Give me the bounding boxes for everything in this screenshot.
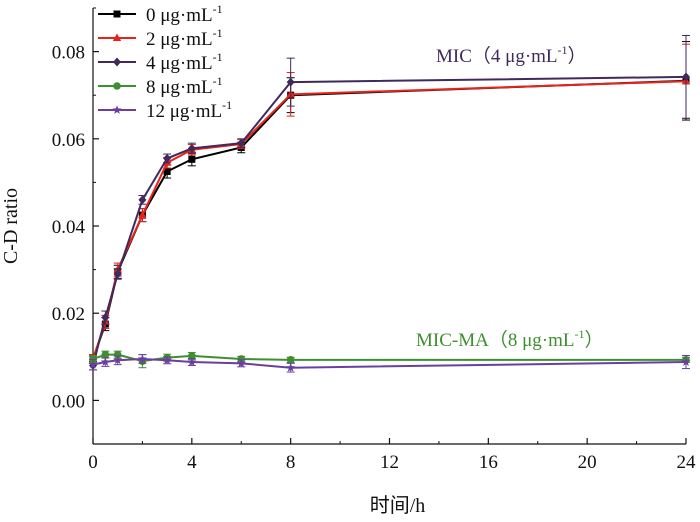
data-point [286, 362, 296, 372]
legend-swatch-marker [112, 105, 122, 114]
legend-label: 8 μg·mL-1 [146, 74, 223, 98]
legend-swatch-marker [113, 82, 121, 90]
data-point [163, 168, 171, 175]
legend-label-sup: -1 [213, 50, 223, 64]
annotation-suffix: ） [568, 45, 587, 67]
series-layer [88, 34, 691, 373]
data-point [237, 138, 246, 148]
y-tick-label: 0.04 [52, 217, 86, 238]
legend-swatch-marker [112, 33, 122, 41]
data-point [101, 313, 110, 323]
data-point [138, 195, 147, 205]
legend-label-sup: -1 [213, 74, 223, 88]
legend-label-text: 12 μg·mL [146, 101, 222, 122]
legend-label-sup: -1 [213, 2, 223, 16]
series-line [92, 79, 687, 360]
data-point [682, 72, 690, 82]
legend-item-4: 12 μg·mL-1 [98, 98, 232, 122]
data-point [163, 153, 172, 163]
data-point [113, 350, 122, 359]
data-point [138, 210, 147, 219]
x-tick-label: 0 [88, 452, 98, 473]
legend-item-1: 2 μg·mL-1 [98, 26, 223, 50]
data-point [88, 359, 98, 369]
legend-label: 0 μg·mL-1 [146, 2, 223, 26]
series-line [92, 353, 686, 363]
annotation-sup: -1 [558, 43, 568, 57]
data-point [286, 356, 295, 364]
annotation-sup: -1 [575, 327, 585, 341]
legend-label: 2 μg·mL-1 [146, 26, 223, 50]
data-point [162, 355, 172, 365]
legend-label-text: 4 μg·mL [146, 53, 213, 74]
annotation-text: MIC（4 μg·mL [436, 45, 558, 67]
data-point [236, 358, 246, 368]
data-point [188, 155, 196, 163]
y-tick-label: 0.06 [52, 130, 85, 151]
y-axis-title: C-D ratio [0, 188, 22, 264]
data-point [188, 352, 196, 360]
annotation-0: MIC（4 μg·mL-1） [436, 43, 587, 67]
x-tick-label: 4 [187, 452, 197, 473]
data-point [101, 350, 110, 359]
y-tick-label: 0.02 [52, 304, 85, 325]
series-3 [89, 350, 690, 369]
data-point [113, 269, 122, 279]
legend-label: 12 μg·mL-1 [146, 98, 232, 122]
x-axis-title: 时间/h [370, 494, 426, 517]
legend-label-sup: -1 [222, 98, 232, 112]
data-point [681, 357, 691, 366]
axes: 0 4 8 12 16 20 24 0.00 0.02 0.04 0.06 0.08 时间/h C-D r… [0, 7, 697, 517]
y-tick-label: 0.00 [52, 391, 85, 412]
data-point [187, 357, 197, 366]
annotation-suffix: ） [585, 329, 604, 351]
annotation-text: MIC-MA（8 μg·mL [416, 329, 575, 351]
x-tick-label: 16 [479, 452, 498, 473]
data-point [113, 355, 123, 365]
legend-item-3: 8 μg·mL-1 [98, 74, 223, 98]
x-tick-label: 12 [380, 452, 399, 473]
x-tick-label: 20 [578, 452, 597, 473]
data-point [286, 77, 295, 87]
annotation-1: MIC-MA（8 μg·mL-1） [416, 327, 604, 351]
legend-label-sup: -1 [213, 26, 223, 40]
x-tick-label: 8 [286, 452, 296, 473]
legend-item-0: 0 μg·mL-1 [98, 2, 223, 26]
legend-label-text: 2 μg·mL [146, 29, 213, 50]
legend-item-2: 4 μg·mL-1 [98, 50, 223, 74]
data-point [100, 357, 110, 366]
annotations: MIC（4 μg·mL-1）MIC-MA（8 μg·mL-1） [416, 43, 604, 351]
legend-label-text: 8 μg·mL [146, 77, 213, 98]
legend: 0 μg·mL-12 μg·mL-14 μg·mL-18 μg·mL-112 μ… [98, 2, 232, 122]
data-point [187, 143, 196, 153]
series-2 [89, 34, 690, 371]
legend-swatch-marker [113, 57, 121, 67]
x-tick-label: 24 [677, 452, 697, 473]
y-tick-label: 0.08 [52, 43, 85, 64]
legend-label-text: 0 μg·mL [146, 5, 213, 26]
data-point [137, 354, 147, 363]
legend-label: 4 μg·mL-1 [146, 50, 223, 74]
legend-swatch-marker [113, 10, 121, 18]
series-4 [88, 354, 691, 373]
series-line [92, 80, 687, 360]
